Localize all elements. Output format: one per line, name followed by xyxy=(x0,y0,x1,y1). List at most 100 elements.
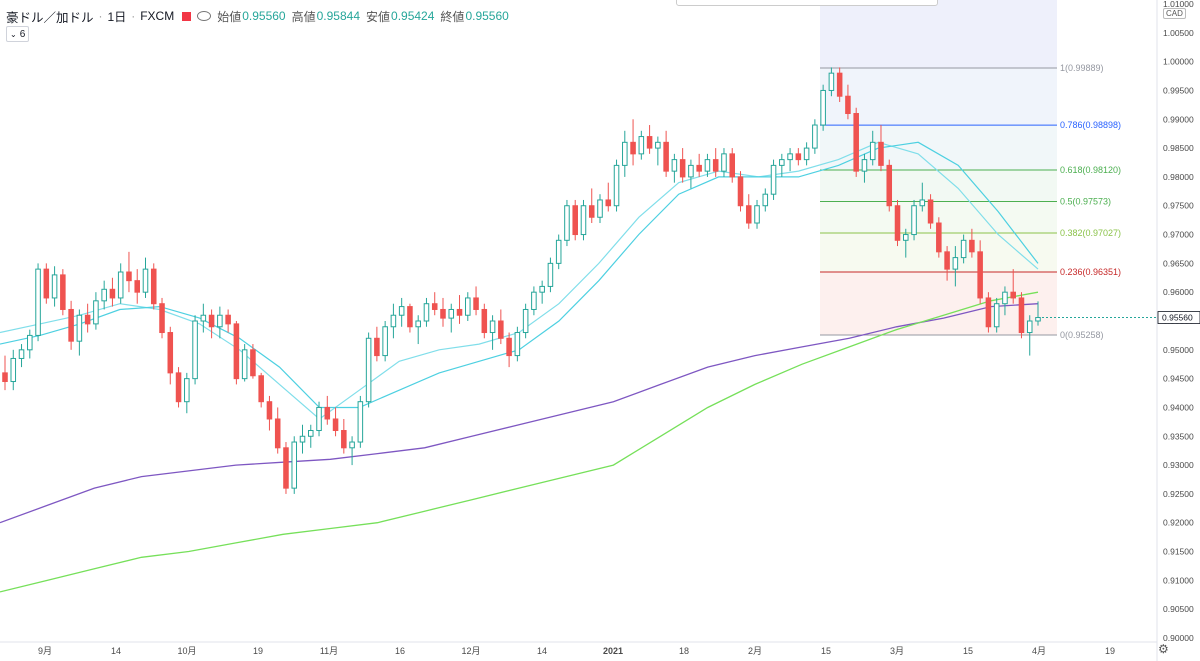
candle-body xyxy=(398,306,405,316)
candle-body xyxy=(423,303,430,322)
candle-body xyxy=(60,274,66,310)
y-tick-label: 1.00000 xyxy=(1163,57,1194,67)
candle-body xyxy=(911,205,917,236)
x-tick-label: 19 xyxy=(1105,646,1115,656)
candle-body xyxy=(117,271,124,299)
indicator-toggle[interactable]: ⌄ 6 xyxy=(6,26,30,42)
candle-body xyxy=(762,193,769,207)
candle-body xyxy=(820,89,826,126)
y-tick-label: 0.94500 xyxy=(1163,374,1194,384)
y-tick-label: 0.93500 xyxy=(1163,431,1194,441)
candle-body xyxy=(696,164,702,172)
fib-zone xyxy=(820,169,1057,202)
interval[interactable]: 1日 xyxy=(107,9,127,24)
candle-body xyxy=(159,303,165,334)
y-tick-label: 0.98500 xyxy=(1163,143,1194,153)
y-tick-label: 1.00500 xyxy=(1163,28,1194,38)
candle-body xyxy=(258,375,264,403)
candle-body xyxy=(613,164,620,207)
candle-body xyxy=(688,164,694,178)
candle-body xyxy=(126,271,132,282)
candle-body xyxy=(341,430,347,449)
x-tick-label: 4月 xyxy=(1032,646,1046,656)
fib-level-label: 0.382(0.97027) xyxy=(1060,228,1121,238)
y-tick-label: 1.01000 xyxy=(1163,0,1194,9)
candle-body xyxy=(869,141,876,161)
x-tick-label: 11月 xyxy=(320,646,338,656)
candle-body xyxy=(853,113,859,172)
candle-body xyxy=(274,418,281,449)
moving-average-line xyxy=(0,291,1039,593)
top-toolbar-edge[interactable] xyxy=(676,0,938,6)
candle-body xyxy=(588,205,595,218)
candle-body xyxy=(184,378,190,403)
candle-body xyxy=(721,153,727,172)
candle-body xyxy=(134,280,140,293)
candle-body xyxy=(18,349,25,359)
candle-body xyxy=(952,257,959,270)
candle-body xyxy=(498,320,504,339)
y-tick-label: 0.94000 xyxy=(1163,402,1194,412)
candle-body xyxy=(737,176,744,207)
candle-body xyxy=(638,136,645,155)
x-tick-label: 15 xyxy=(963,646,973,656)
candle-body xyxy=(167,332,174,374)
y-tick-label: 0.98000 xyxy=(1163,172,1194,182)
symbol-name[interactable]: 豪ドル／加ドル xyxy=(6,10,94,25)
candle-body xyxy=(233,323,240,380)
candle-body xyxy=(324,406,331,420)
indicator-count: 6 xyxy=(19,28,26,40)
candle-body xyxy=(903,234,909,241)
candle-body xyxy=(555,239,562,264)
candle-body xyxy=(250,349,256,377)
candle-body xyxy=(1026,320,1033,334)
candle-body xyxy=(440,308,446,319)
flag-icon[interactable] xyxy=(182,11,192,21)
candle-body xyxy=(704,159,711,172)
candle-body xyxy=(456,308,463,316)
open-label: 始値 xyxy=(217,9,242,24)
x-tick-label: 3月 xyxy=(890,646,904,656)
candle-body xyxy=(35,268,41,336)
fib-level-label: 0.618(0.98120) xyxy=(1060,165,1121,175)
y-tick-label: 0.91000 xyxy=(1163,575,1194,585)
y-tick-label: 0.90500 xyxy=(1163,604,1194,614)
candle-body xyxy=(671,159,678,172)
candle-body xyxy=(679,159,686,178)
candle-body xyxy=(886,164,893,207)
candle-body xyxy=(241,349,248,380)
candle-body xyxy=(754,205,760,224)
current-price-label: 0.95560 xyxy=(1162,313,1193,323)
candle-body xyxy=(812,124,818,149)
candle-body xyxy=(828,72,835,91)
candle-body xyxy=(1018,297,1025,334)
current-price-box xyxy=(1157,311,1200,324)
candle-body xyxy=(646,136,653,149)
candle-body xyxy=(283,447,289,489)
gear-icon[interactable]: ⚙ xyxy=(1158,642,1169,656)
eye-icon[interactable] xyxy=(197,11,212,21)
candle-body xyxy=(1035,317,1041,322)
candle-body xyxy=(539,285,545,293)
y-tick-label: 0.91500 xyxy=(1163,547,1194,557)
x-tick-label: 15 xyxy=(821,646,831,656)
currency-badge[interactable]: CAD xyxy=(1163,8,1186,19)
candle-body xyxy=(547,262,554,287)
candle-body xyxy=(605,199,612,207)
chevron-down-icon: ⌄ xyxy=(10,29,17,39)
y-tick-label: 0.99000 xyxy=(1163,114,1194,124)
y-tick-label: 0.96000 xyxy=(1163,287,1194,297)
candle-body xyxy=(43,268,50,299)
x-tick-label: 14 xyxy=(537,646,547,656)
candle-body xyxy=(977,251,983,299)
candle-body xyxy=(2,372,8,383)
candle-body xyxy=(845,95,851,115)
candle-body xyxy=(944,251,950,270)
y-tick-label: 0.97500 xyxy=(1163,201,1194,211)
y-tick-label: 0.96500 xyxy=(1163,258,1194,268)
candle-body xyxy=(84,314,91,325)
high-label: 高値 xyxy=(291,9,316,24)
candle-body xyxy=(770,164,777,195)
